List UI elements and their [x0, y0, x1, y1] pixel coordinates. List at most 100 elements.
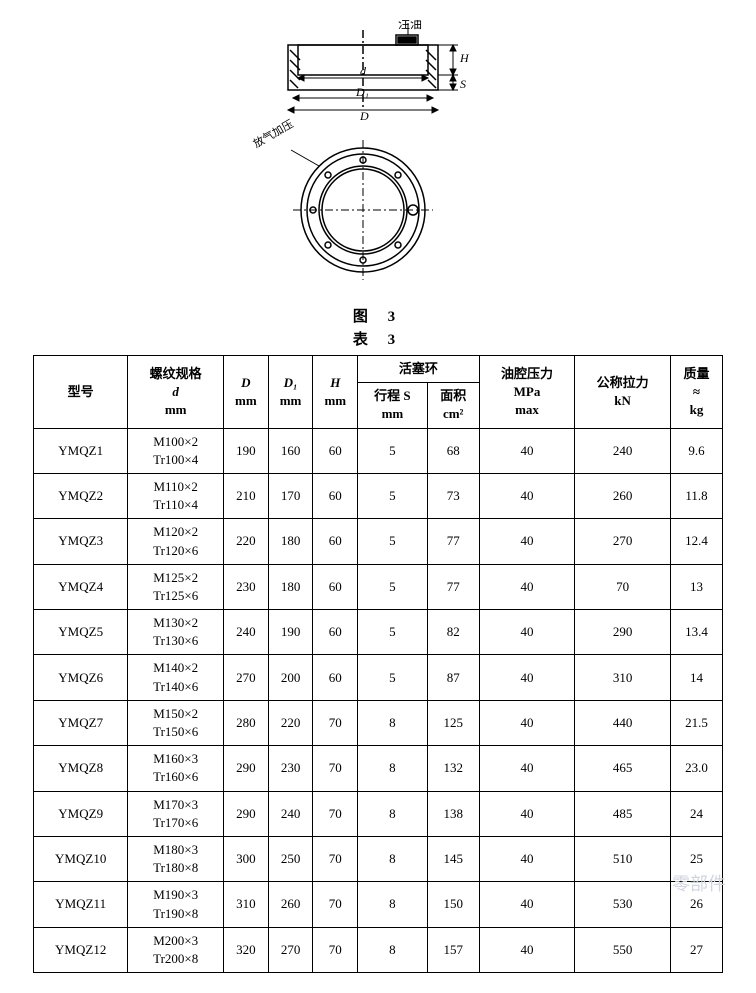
cell-H: 70 [313, 882, 358, 927]
cell-D1: 270 [268, 927, 313, 972]
cell-H: 70 [313, 927, 358, 972]
cell-thread: M160×3Tr160×6 [128, 746, 224, 791]
cell-D1: 250 [268, 836, 313, 881]
cell-kn: 485 [575, 791, 671, 836]
cell-D1: 170 [268, 473, 313, 518]
hdr-D-sym: D [226, 374, 266, 392]
hdr-pressure-label: 油腔压力 [482, 365, 573, 383]
hdr-area: 面积 cm² [427, 383, 479, 428]
table-row: YMQZ9M170×3Tr170×62902407081384048524 [34, 791, 723, 836]
cell-model: YMQZ9 [34, 791, 128, 836]
hdr-mass: 质量 ≈ kg [670, 356, 722, 429]
cell-mpa: 40 [479, 882, 575, 927]
cell-kg: 27 [670, 927, 722, 972]
cell-D1: 160 [268, 428, 313, 473]
cell-area: 157 [427, 927, 479, 972]
cell-mpa: 40 [479, 519, 575, 564]
cell-S: 5 [358, 564, 428, 609]
cell-kn: 440 [575, 700, 671, 745]
cell-D1: 260 [268, 882, 313, 927]
technical-drawing: 注油 d D₁ D H S [248, 20, 508, 290]
cell-H: 70 [313, 746, 358, 791]
cell-H: 60 [313, 428, 358, 473]
cell-kg: 9.6 [670, 428, 722, 473]
cell-thread: M150×2Tr150×6 [128, 700, 224, 745]
cell-thread: M120×2Tr120×6 [128, 519, 224, 564]
cell-D1: 180 [268, 564, 313, 609]
cell-area: 132 [427, 746, 479, 791]
cell-mpa: 40 [479, 428, 575, 473]
hdr-force-label: 公称拉力 [577, 374, 668, 392]
cell-S: 5 [358, 519, 428, 564]
hdr-D-unit: mm [226, 392, 266, 410]
cell-kg: 12.4 [670, 519, 722, 564]
hdr-D1-sym: D₁ [271, 374, 311, 392]
hdr-H: H mm [313, 356, 358, 429]
table-row: YMQZ12M200×3Tr200×83202707081574055027 [34, 927, 723, 972]
table-row: YMQZ8M160×3Tr160×62902307081324046523.0 [34, 746, 723, 791]
table-row: YMQZ3M120×2Tr120×6220180605774027012.4 [34, 519, 723, 564]
cell-thread: M140×2Tr140×6 [128, 655, 224, 700]
cell-H: 60 [313, 564, 358, 609]
cell-D: 320 [223, 927, 268, 972]
table-caption: 表 3 [20, 328, 736, 349]
cell-kg: 25 [670, 836, 722, 881]
cell-kg: 24 [670, 791, 722, 836]
hdr-thread-unit: mm [130, 401, 221, 419]
cell-mpa: 40 [479, 610, 575, 655]
hdr-mass-label: 质量 [673, 365, 720, 383]
cell-D1: 180 [268, 519, 313, 564]
cell-mpa: 40 [479, 836, 575, 881]
cell-thread: M110×2Tr110×4 [128, 473, 224, 518]
cell-D: 230 [223, 564, 268, 609]
hdr-thread-label: 螺纹规格 [130, 365, 221, 383]
cell-area: 77 [427, 564, 479, 609]
cell-model: YMQZ8 [34, 746, 128, 791]
hdr-D1: D₁ mm [268, 356, 313, 429]
cell-D1: 200 [268, 655, 313, 700]
cell-S: 8 [358, 700, 428, 745]
table-row: YMQZ7M150×2Tr150×62802207081254044021.5 [34, 700, 723, 745]
hdr-thread-d: d [130, 383, 221, 401]
cell-area: 77 [427, 519, 479, 564]
cell-kn: 240 [575, 428, 671, 473]
cell-area: 150 [427, 882, 479, 927]
cell-thread: M130×2Tr130×6 [128, 610, 224, 655]
cell-D: 290 [223, 746, 268, 791]
cell-mpa: 40 [479, 473, 575, 518]
cell-S: 5 [358, 473, 428, 518]
cell-model: YMQZ1 [34, 428, 128, 473]
figure-caption: 图 3 [20, 305, 736, 326]
cell-D: 300 [223, 836, 268, 881]
dim-S: S [460, 77, 466, 91]
hdr-piston: 活塞环 [358, 356, 480, 383]
hdr-D: D mm [223, 356, 268, 429]
cell-model: YMQZ11 [34, 882, 128, 927]
table-header: 型号 螺纹规格 d mm D mm D₁ mm H mm 活塞环 油腔压力 MP… [34, 356, 723, 429]
hdr-thread: 螺纹规格 d mm [128, 356, 224, 429]
cell-area: 138 [427, 791, 479, 836]
cell-thread: M170×3Tr170×6 [128, 791, 224, 836]
cell-D1: 240 [268, 791, 313, 836]
diagram-area: 注油 d D₁ D H S [20, 20, 736, 295]
table-row: YMQZ11M190×3Tr190×83102607081504053026 [34, 882, 723, 927]
cell-kn: 70 [575, 564, 671, 609]
cell-area: 73 [427, 473, 479, 518]
cell-kg: 23.0 [670, 746, 722, 791]
cell-mpa: 40 [479, 655, 575, 700]
cell-model: YMQZ6 [34, 655, 128, 700]
dim-D1: D₁ [355, 85, 369, 99]
dim-d: d [360, 64, 367, 78]
cell-kg: 14 [670, 655, 722, 700]
dim-H: H [459, 51, 470, 65]
table-row: YMQZ1M100×2Tr100×419016060568402409.6 [34, 428, 723, 473]
hdr-H-sym: H [315, 374, 355, 392]
cell-S: 8 [358, 927, 428, 972]
cell-kn: 465 [575, 746, 671, 791]
hdr-mass-unit: kg [673, 401, 720, 419]
cell-kg: 26 [670, 882, 722, 927]
cell-thread: M125×2Tr125×6 [128, 564, 224, 609]
cell-kg: 13.4 [670, 610, 722, 655]
cell-D: 280 [223, 700, 268, 745]
cell-thread: M180×3Tr180×8 [128, 836, 224, 881]
